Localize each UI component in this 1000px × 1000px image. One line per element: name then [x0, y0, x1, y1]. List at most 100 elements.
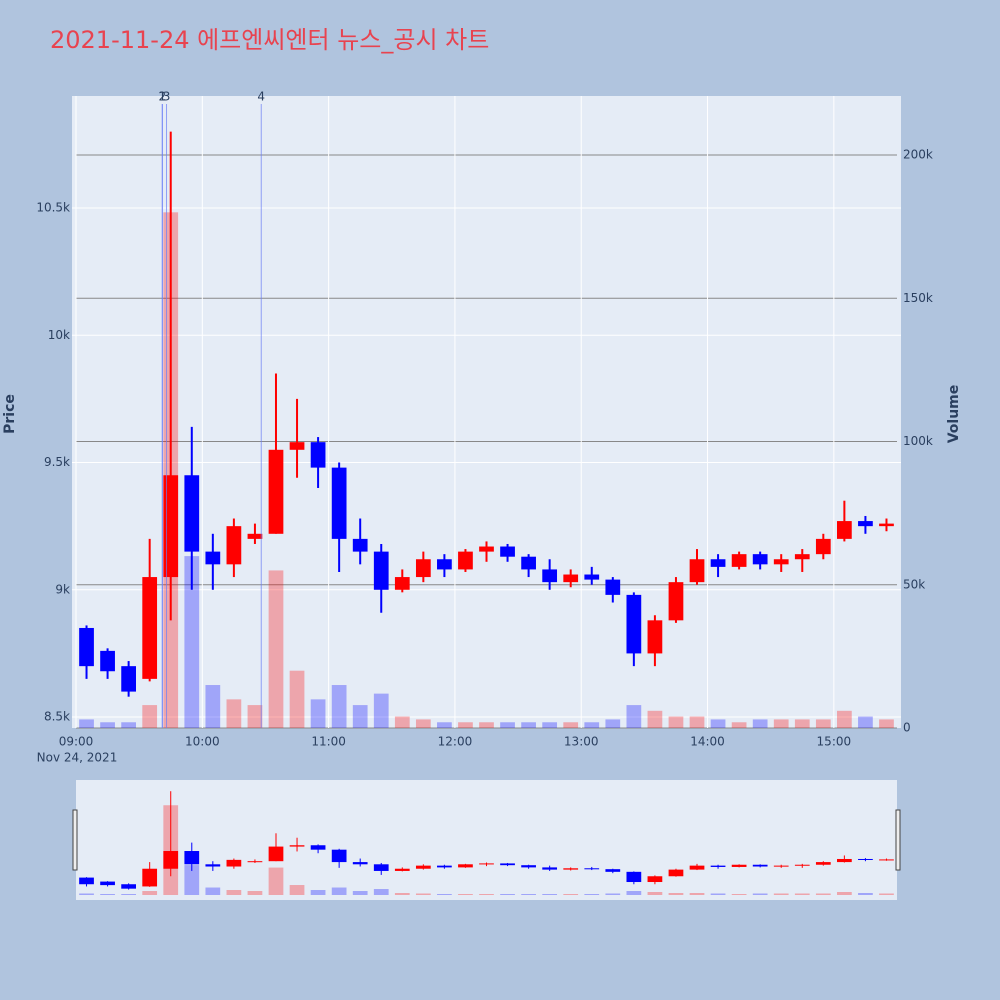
volume-bar: [837, 710, 852, 728]
mini-candle-body: [584, 868, 600, 870]
mini-candle-body: [247, 861, 263, 863]
mini-volume-bar: [815, 893, 831, 895]
mini-volume-bar: [205, 887, 221, 895]
volume-bar: [142, 705, 158, 728]
y2-tick-label: 200k: [903, 148, 933, 162]
candle-body: [689, 559, 705, 583]
mini-candle-body: [142, 868, 158, 887]
candle-body: [100, 650, 115, 672]
mini-volume-bar: [142, 891, 158, 895]
candle-body: [858, 521, 873, 527]
mini-candle-body: [205, 864, 221, 867]
volume-bar: [79, 719, 94, 728]
mini-volume-bar: [310, 890, 326, 895]
mini-candle-body: [184, 851, 200, 865]
y2-axis-title: Volume: [946, 385, 962, 444]
volume-bar: [268, 570, 284, 728]
volume-bar: [689, 716, 705, 728]
mini-volume-bar: [858, 893, 873, 895]
mini-candle-body: [458, 864, 473, 868]
y2-tick-label: 50k: [903, 577, 925, 591]
volume-bar: [479, 722, 494, 728]
mini-candle-body: [521, 865, 536, 868]
x-tick-label: 15:00: [817, 735, 852, 749]
candle-body: [79, 627, 94, 667]
candle-body: [647, 620, 663, 654]
mini-candle-body: [331, 849, 347, 863]
x-tick-label: 09:00: [59, 735, 94, 749]
volume-bar: [373, 693, 389, 728]
y-tick-label: 10.5k: [36, 200, 70, 214]
mini-volume-bar: [668, 893, 684, 895]
candle-body: [121, 666, 136, 692]
candle-body: [163, 475, 179, 578]
range-slider[interactable]: [76, 780, 897, 900]
mini-candle-body: [731, 864, 747, 867]
volume-bar: [794, 719, 810, 728]
range-handle[interactable]: [895, 809, 901, 871]
mini-candle-body: [647, 876, 663, 883]
candle-body: [415, 559, 431, 578]
volume-bar: [458, 722, 473, 728]
volume-bar: [415, 719, 431, 728]
candle-body: [205, 551, 221, 565]
range-handle[interactable]: [72, 809, 78, 871]
volume-bar: [605, 719, 621, 728]
volume-bar: [815, 719, 831, 728]
volume-bar: [858, 716, 873, 728]
candle-body: [289, 442, 305, 450]
candle-body: [226, 526, 242, 565]
mini-candle-body: [79, 877, 94, 885]
volume-bar: [205, 685, 221, 728]
y2-tick-label: 150k: [903, 291, 933, 305]
candle-body: [394, 577, 410, 590]
mini-candle-body: [710, 865, 726, 867]
candle-body: [437, 559, 452, 570]
mini-candle-body: [163, 851, 179, 869]
mini-volume-bar: [521, 894, 536, 895]
candle-body: [815, 538, 831, 555]
annotation-label: 2: [158, 90, 166, 104]
mini-volume-bar: [394, 893, 410, 895]
mini-volume-bar: [773, 893, 789, 895]
mini-volume-bar: [373, 889, 389, 895]
mini-volume-bar: [626, 891, 642, 895]
volume-bar: [731, 722, 747, 728]
volume-bar: [647, 710, 663, 728]
mini-candle-body: [394, 868, 410, 871]
volume-bar: [752, 719, 768, 728]
candle-body: [373, 551, 389, 590]
mini-candle-body: [437, 865, 452, 868]
candle-body: [352, 538, 368, 552]
mini-volume-bar: [479, 894, 494, 895]
mini-candle-body: [563, 868, 579, 870]
annotation-label: 4: [257, 90, 265, 104]
chart-title: 2021-11-24 에프엔씨엔터 뉴스_공시 차트: [50, 26, 489, 54]
mini-candle-body: [226, 859, 242, 867]
mini-volume-bar: [268, 867, 284, 895]
y2-tick-label: 0: [903, 721, 911, 735]
mini-candle-body: [668, 869, 684, 877]
candle-body: [605, 579, 621, 595]
volume-bar: [773, 719, 789, 728]
mini-candle-body: [268, 846, 284, 862]
annotation-label: 3: [163, 90, 171, 104]
volume-bar: [310, 699, 326, 728]
volume-bar: [542, 722, 558, 728]
mini-volume-bar: [647, 892, 663, 895]
mini-volume-bar: [731, 894, 747, 895]
volume-bar: [563, 722, 579, 728]
candle-body: [731, 554, 747, 567]
candle-body: [521, 556, 536, 570]
mini-candle-body: [626, 871, 642, 883]
candle-body: [668, 582, 684, 621]
mini-volume-bar: [331, 887, 347, 895]
candle-body: [710, 559, 726, 567]
y-tick-label: 9k: [55, 582, 70, 596]
mini-candle-body: [100, 881, 115, 886]
mini-candle-body: [500, 863, 515, 866]
candle-body: [331, 467, 347, 539]
mini-volume-bar: [584, 894, 600, 895]
candle-body: [247, 533, 263, 539]
mini-volume-bar: [247, 891, 263, 895]
